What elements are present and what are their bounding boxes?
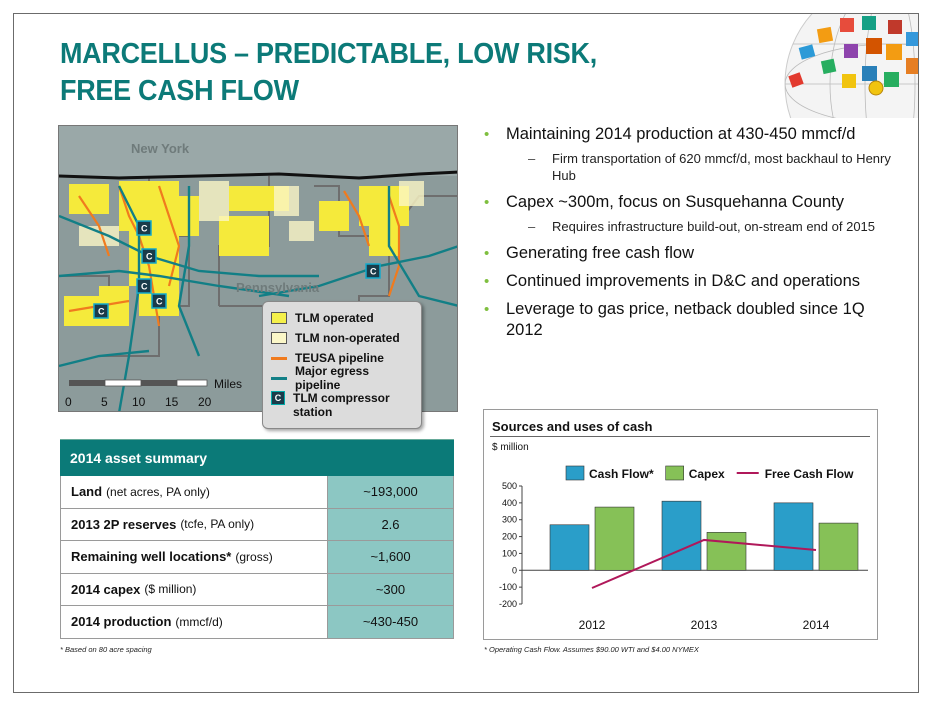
slide-title-line-2: FREE CASH FLOW xyxy=(60,75,299,107)
legend-item-teusa-pipeline: TEUSA pipeline xyxy=(271,348,413,368)
bar-cash-flow xyxy=(661,500,702,571)
table-row: 2013 2P reserves (tcfe, PA only) 2.6 xyxy=(60,508,454,541)
legend-swatch-icon xyxy=(565,465,585,481)
legend-swatch-icon xyxy=(665,465,684,481)
y-tick-label: 100 xyxy=(502,548,517,558)
bullet-dot-icon: • xyxy=(484,126,490,143)
dash-icon: – xyxy=(528,219,536,234)
compressor-icon: C xyxy=(271,391,285,405)
svg-text:C: C xyxy=(141,282,148,292)
bullet-dot-icon: • xyxy=(484,194,490,211)
legend-item-compressor-station: C TLM compressor station xyxy=(271,388,413,419)
table-cell-value: ~300 xyxy=(328,573,454,605)
compressor-station-marker: C xyxy=(141,248,157,264)
scale-unit-label: Miles xyxy=(214,377,242,391)
y-tick-label: 500 xyxy=(502,481,517,491)
chart-footnote: * Operating Cash Flow. Assumes $90.00 WT… xyxy=(484,645,699,654)
legend-label: Free Cash Flow xyxy=(765,467,854,481)
table-cell-value: ~193,000 xyxy=(328,476,454,508)
y-tick-label: 0 xyxy=(512,565,517,575)
slide-title-line-1: MARCELLUS – PREDICTABLE, LOW RISK, xyxy=(60,38,597,70)
legend-item-tlm-non-operated: TLM non-operated xyxy=(271,328,413,348)
scale-tick: 0 xyxy=(65,395,72,409)
sub-bullet-item: – Firm transportation of 620 mmcf/d, most… xyxy=(528,151,891,183)
sources-uses-chart: Sources and uses of cash $ million -200-… xyxy=(483,409,878,640)
asset-summary-table: 2014 asset summary Land (net acres, PA on… xyxy=(60,439,454,639)
svg-text:C: C xyxy=(141,224,148,234)
table-cell-value: ~430-450 xyxy=(328,606,454,638)
orange-line-icon xyxy=(271,356,287,360)
y-tick-label: 400 xyxy=(502,498,517,508)
legend-item-major-egress-pipeline: Major egress pipeline xyxy=(271,364,413,392)
svg-text:C: C xyxy=(146,252,153,262)
map-scale-bar: Miles 0 5 10 15 20 xyxy=(65,377,242,409)
scale-tick: 10 xyxy=(132,395,146,409)
slide-title: MARCELLUS – PREDICTABLE, LOW RISK, FREE … xyxy=(60,36,597,110)
table-cell-value: ~1,600 xyxy=(328,541,454,573)
bullet-item: • Continued improvements in D&C and opera… xyxy=(484,272,861,290)
teal-line-icon xyxy=(271,376,287,380)
bar-capex xyxy=(818,522,859,571)
bar-capex xyxy=(594,506,635,571)
map-label-pennsylvania: Pennsylvania xyxy=(236,280,320,295)
bar-capex xyxy=(706,532,747,571)
svg-text:C: C xyxy=(370,267,377,277)
y-tick-label: 300 xyxy=(502,515,517,525)
compressor-station-marker: C xyxy=(93,303,109,319)
table-cell-value: 2.6 xyxy=(328,508,454,540)
sub-bullet-item: – Requires infrastructure build-out, on-s… xyxy=(528,219,876,234)
yellow-swatch-icon xyxy=(271,312,287,324)
bullet-dot-icon: • xyxy=(484,273,490,290)
bullet-item: • Leverage to gas price, netback doubled … xyxy=(484,300,865,339)
compressor-station-marker: C xyxy=(365,263,381,279)
chart-title: Sources and uses of cash xyxy=(492,419,653,434)
chart-title-divider xyxy=(490,436,870,437)
line-free-cash-flow xyxy=(591,538,817,589)
table-row: Land (net acres, PA only) ~193,000 xyxy=(60,476,454,509)
bullet-item: • Generating free cash flow xyxy=(484,244,695,262)
chart-unit-label: $ million xyxy=(492,442,529,453)
compressor-station-marker: C xyxy=(136,278,152,294)
legend-label: Cash Flow* xyxy=(589,467,654,481)
scale-tick: 20 xyxy=(198,395,212,409)
map-label-new-york: New York xyxy=(131,141,190,156)
key-points-list: • Maintaining 2014 production at 430-450 … xyxy=(484,124,904,348)
table-row: 2014 production (mmcf/d) ~430-450 xyxy=(60,606,454,639)
bar-cash-flow xyxy=(549,524,590,571)
legend-item-tlm-operated: TLM operated xyxy=(271,308,413,328)
table-row: 2014 capex ($ million) ~300 xyxy=(60,573,454,606)
asset-footnote: * Based on 80 acre spacing xyxy=(60,645,152,654)
bar-cash-flow xyxy=(773,502,814,571)
svg-text:C: C xyxy=(156,297,163,307)
y-tick-label: -100 xyxy=(499,582,517,592)
x-tick-label: 2013 xyxy=(691,618,718,632)
map-legend: TLM operated TLM non-operated TEUSA pipe… xyxy=(262,301,422,429)
y-tick-label: 200 xyxy=(502,532,517,542)
scale-tick: 5 xyxy=(101,395,108,409)
marcellus-map: New York Pennsylvania C C C C C C Miles … xyxy=(58,125,458,412)
legend-label: Capex xyxy=(689,467,725,481)
scale-tick: 15 xyxy=(165,395,179,409)
bullet-item: • Maintaining 2014 production at 430-450 … xyxy=(484,125,856,143)
dash-icon: – xyxy=(528,151,536,166)
bullet-dot-icon: • xyxy=(484,301,490,318)
y-tick-label: -200 xyxy=(499,599,517,609)
globe-logo-icon xyxy=(770,14,918,118)
x-tick-label: 2012 xyxy=(579,618,606,632)
x-tick-label: 2014 xyxy=(803,618,830,632)
bullet-item: • Capex ~300m, focus on Susquehanna Count… xyxy=(484,193,845,211)
svg-text:C: C xyxy=(98,307,105,317)
table-row: Remaining well locations* (gross) ~1,600 xyxy=(60,541,454,574)
bullet-dot-icon: • xyxy=(484,245,490,262)
chart-plot: -200 -100 0 100 200 300 400 500 2012 2013 2014 Cash… xyxy=(499,465,868,632)
pale-yellow-swatch-icon xyxy=(271,332,287,344)
compressor-station-marker: C xyxy=(136,220,152,236)
asset-summary-header: 2014 asset summary xyxy=(60,440,454,476)
compressor-station-marker: C xyxy=(151,293,167,309)
